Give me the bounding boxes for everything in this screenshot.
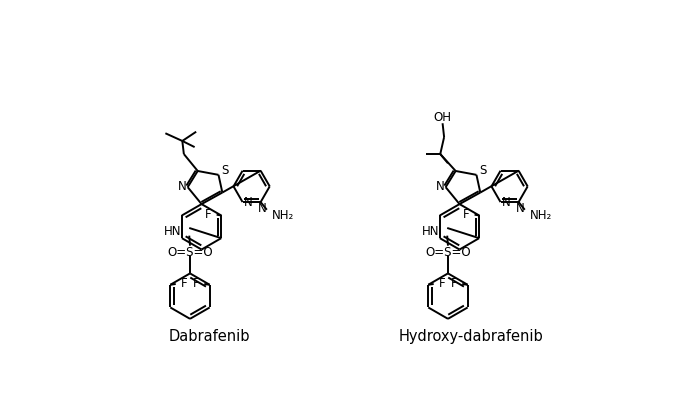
Text: F: F [205, 208, 211, 221]
Text: N: N [244, 196, 253, 209]
Text: S: S [479, 164, 486, 177]
Text: HN: HN [164, 225, 182, 238]
Text: S: S [221, 164, 228, 177]
Text: F: F [181, 277, 188, 290]
Text: Dabrafenib: Dabrafenib [169, 329, 250, 344]
Text: F: F [463, 208, 469, 221]
Text: N: N [258, 202, 267, 215]
Text: OH: OH [433, 111, 452, 124]
Text: F: F [439, 277, 446, 290]
Text: O=S=O: O=S=O [425, 246, 470, 259]
Text: F: F [450, 277, 457, 290]
Text: HN: HN [422, 225, 439, 238]
Text: NH₂: NH₂ [530, 209, 552, 222]
Text: N: N [436, 180, 445, 193]
Text: N: N [502, 196, 511, 209]
Text: NH₂: NH₂ [272, 209, 294, 222]
Text: N: N [178, 180, 187, 193]
Text: O=S=O: O=S=O [167, 246, 213, 259]
Text: Hydroxy-dabrafenib: Hydroxy-dabrafenib [399, 329, 543, 344]
Text: F: F [192, 277, 199, 290]
Text: N: N [516, 202, 524, 215]
